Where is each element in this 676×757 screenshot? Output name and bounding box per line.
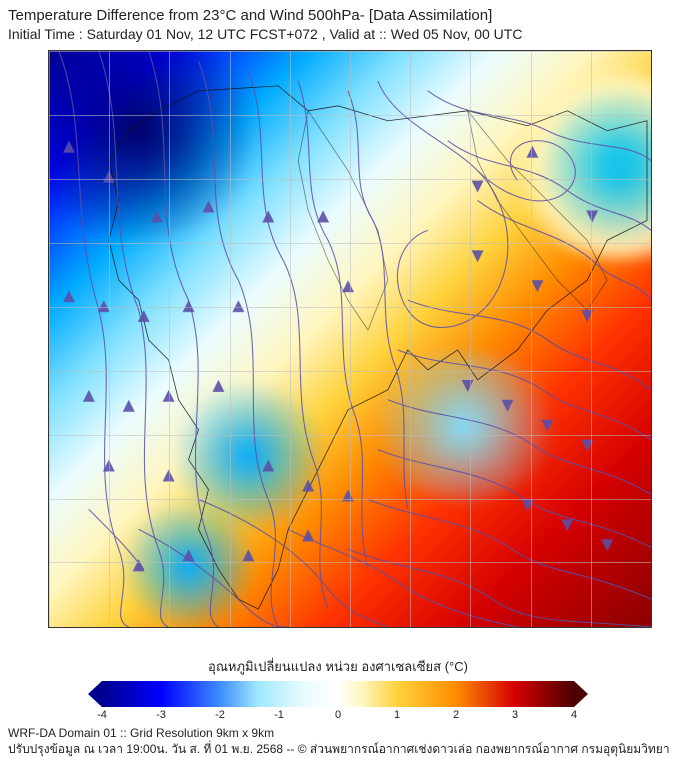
- lat-label: 12°N: [48, 363, 49, 378]
- lon-label: 108°E: [453, 627, 489, 628]
- colorbar-tick: -4: [97, 709, 107, 721]
- lon-label: 104°E: [332, 627, 368, 628]
- colorbar-tick: -3: [156, 709, 166, 721]
- gridline-horizontal: [49, 115, 651, 116]
- colorbar-title: อุณหภูมิเปลี่ยนแปลง หน่วย องศาเซลเซียส (…: [88, 656, 588, 677]
- map-panel[interactable]: 22°N 20°N 18°N 16°N 14°N 12°N 10°N 8°N 6…: [48, 50, 652, 628]
- gridline-vertical: [169, 51, 170, 627]
- gridline-vertical: [531, 51, 532, 627]
- gridline-horizontal: [49, 627, 651, 628]
- gridline-vertical: [290, 51, 291, 627]
- colorbar-tick: -1: [274, 709, 284, 721]
- lat-label: 10°N: [48, 427, 49, 442]
- lat-label: 6°N: [48, 555, 49, 570]
- gridline-horizontal: [49, 307, 651, 308]
- lon-label: 94°E: [48, 627, 63, 628]
- gridline-vertical: [109, 51, 110, 627]
- lat-label: 22°N: [48, 50, 49, 59]
- gridline-vertical: [651, 51, 652, 627]
- gridline-horizontal: [49, 243, 651, 244]
- colorbar-tick: 0: [335, 709, 341, 721]
- footer-block: WRF-DA Domain 01 :: Grid Resolution 9km …: [8, 725, 670, 757]
- map-inner: [49, 51, 651, 627]
- lon-label: 102°E: [272, 627, 308, 628]
- lat-label: 16°N: [48, 235, 49, 250]
- colorbar-tick: 1: [394, 709, 400, 721]
- gridline-horizontal: [49, 499, 651, 500]
- chart-title: Temperature Difference from 23°C and Win…: [8, 6, 522, 25]
- chart-subtitle: Initial Time : Saturday 01 Nov, 12 UTC F…: [8, 25, 522, 44]
- gridline-vertical: [350, 51, 351, 627]
- footer-line1: WRF-DA Domain 01 :: Grid Resolution 9km …: [8, 725, 670, 741]
- gridline-vertical: [470, 51, 471, 627]
- title-block: Temperature Difference from 23°C and Win…: [8, 6, 522, 44]
- gridline-vertical: [230, 51, 231, 627]
- gridline-vertical: [410, 51, 411, 627]
- lon-label: 112°E: [573, 627, 608, 628]
- gridline-vertical: [49, 51, 50, 627]
- lon-label: 96°E: [95, 627, 123, 628]
- lon-label: 110°E: [513, 627, 548, 628]
- gridline-horizontal: [49, 562, 651, 563]
- colorbar-tick: 2: [453, 709, 459, 721]
- gridline-horizontal: [49, 371, 651, 372]
- lon-label: 100°E: [212, 627, 248, 628]
- gridline-vertical: [591, 51, 592, 627]
- lat-label: 14°N: [48, 299, 49, 314]
- colorbar-ticks: -4 -3 -2 -1 0 1 2 3 4: [102, 709, 574, 723]
- lon-label: 106°E: [392, 627, 428, 628]
- footer-line2: ปรับปรุงข้อมูล ณ เวลา 19:00น. วัน ส. ที่…: [8, 741, 670, 757]
- lon-label: 98°E: [155, 627, 183, 628]
- lat-label: 8°N: [48, 491, 49, 506]
- colorbar-gradient[interactable]: [102, 681, 574, 707]
- colorbar-tick: 4: [571, 709, 577, 721]
- lon-label: 112°E: [634, 627, 652, 628]
- gridline-horizontal: [49, 435, 651, 436]
- colorbar-panel[interactable]: อุณหภูมิเปลี่ยนแปลง หน่วย องศาเซลเซียส (…: [88, 656, 588, 723]
- colorbar-tick: -2: [215, 709, 225, 721]
- colorbar-tick: 3: [512, 709, 518, 721]
- lat-label: 20°N: [48, 107, 49, 122]
- lat-label: 18°N: [48, 171, 49, 186]
- gridline-horizontal: [49, 179, 651, 180]
- gridline-horizontal: [49, 51, 651, 52]
